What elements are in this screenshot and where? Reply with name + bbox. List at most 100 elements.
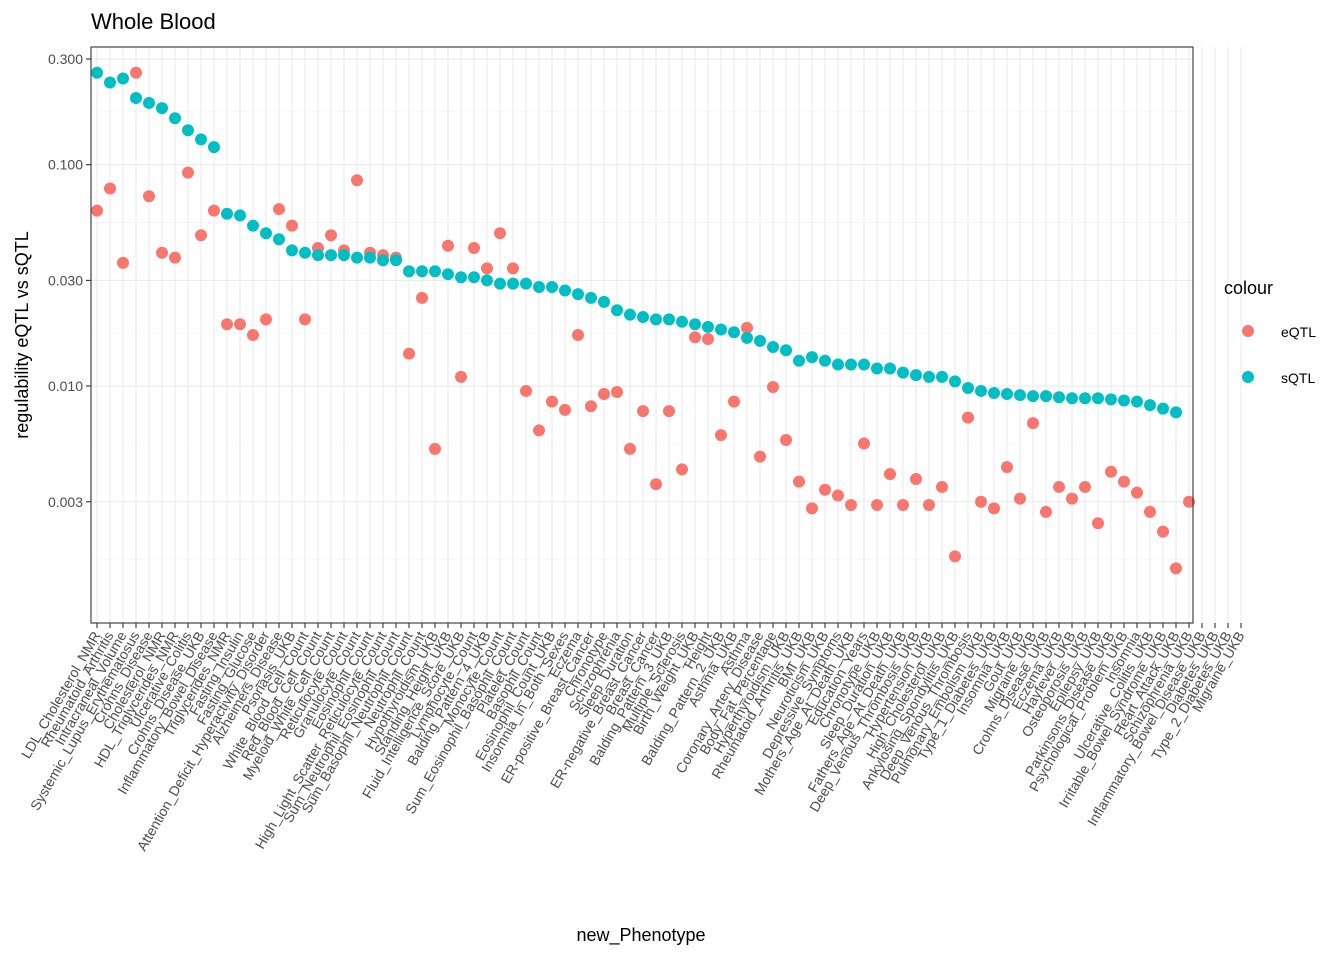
minor-gridlines [91, 111, 1193, 560]
eqtl-point [247, 329, 259, 341]
sqtl-point [1014, 389, 1026, 402]
eqtl-point [1170, 562, 1182, 575]
eqtl-point [273, 203, 285, 216]
eqtl-point [1157, 525, 1169, 538]
sqtl-point [650, 313, 662, 326]
eqtl-point [507, 262, 519, 275]
eqtl-point [130, 66, 142, 79]
sqtl-points [91, 66, 1182, 419]
eqtl-point [923, 499, 935, 512]
eqtl-point [494, 227, 506, 240]
sqtl-point [156, 102, 168, 115]
sqtl-point [273, 233, 285, 246]
sqtl-point [494, 277, 506, 290]
sqtl-point [676, 315, 688, 328]
eqtl-point [1040, 505, 1052, 518]
sqtl-point [715, 323, 727, 336]
sqtl-point [559, 284, 571, 297]
sqtl-point [780, 344, 792, 357]
eqtl-point [156, 246, 168, 259]
sqtl-point [663, 313, 675, 326]
eqtl-point [481, 262, 493, 275]
eqtl-point [117, 256, 129, 269]
eqtl-point [715, 429, 727, 442]
eqtl-point [520, 384, 532, 397]
sqtl-point [234, 209, 246, 222]
sqtl-point [572, 288, 584, 301]
eqtl-point [663, 405, 675, 418]
eqtl-point [468, 242, 480, 255]
sqtl-point [611, 304, 623, 317]
eqtl-point [572, 329, 584, 341]
y-tick-label: 0.010 [48, 378, 83, 394]
sqtl-point [754, 334, 766, 347]
sqtl-point [377, 254, 389, 267]
sqtl-point [507, 277, 519, 290]
eqtl-point [442, 239, 454, 252]
eqtl-point [637, 405, 649, 418]
sqtl-point [312, 249, 324, 262]
eqtl-point [754, 450, 766, 463]
eqtl-point [1053, 480, 1065, 493]
sqtl-point [793, 354, 805, 367]
eqtl-point [728, 395, 740, 408]
sqtl-point [468, 271, 480, 284]
sqtl-point [741, 331, 753, 344]
sqtl-point [910, 369, 922, 382]
sqtl-point [884, 362, 896, 375]
eqtl-point [429, 442, 441, 455]
sqtl-point [416, 265, 428, 278]
eqtl-point [1079, 480, 1091, 493]
eqtl-point [221, 318, 233, 331]
sqtl-point [689, 318, 701, 331]
eqtl-point [546, 395, 558, 408]
sqtl-point [962, 381, 974, 394]
sqtl-point [585, 291, 597, 304]
sqtl-point [897, 366, 909, 379]
eqtl-point [1001, 461, 1013, 474]
eqtl-point [767, 380, 779, 393]
sqtl-point [1118, 394, 1130, 407]
eqtl-point [793, 475, 805, 488]
eqtl-point [1092, 517, 1104, 530]
eqtl-point [559, 403, 571, 416]
eqtl-point [351, 174, 363, 187]
eqtl-point [962, 411, 974, 424]
sqtl-point [91, 66, 103, 79]
y-axis: 0.003 0.010 0.030 0.100 0.300 [48, 51, 91, 510]
sqtl-point [858, 358, 870, 371]
eqtl-point [624, 442, 636, 455]
sqtl-point [702, 320, 714, 333]
sqtl-point [819, 354, 831, 367]
eqtl-point [819, 483, 831, 496]
sqtl-point [949, 375, 961, 388]
sqtl-point [481, 274, 493, 287]
sqtl-point [520, 277, 532, 290]
y-tick-label: 0.300 [48, 51, 83, 67]
sqtl-point [936, 370, 948, 383]
eqtl-point [1014, 492, 1026, 505]
sqtl-point [871, 362, 883, 375]
plot-panel [90, 46, 1242, 624]
legend-key-eqtl [1242, 325, 1254, 337]
sqtl-point [325, 249, 337, 262]
sqtl-point [1144, 399, 1156, 412]
sqtl-point [182, 124, 194, 137]
eqtl-point [585, 400, 597, 413]
sqtl-point [845, 358, 857, 371]
sqtl-point [247, 219, 259, 232]
sqtl-point [923, 370, 935, 383]
eqtl-point [143, 190, 155, 203]
eqtl-point [299, 313, 311, 326]
sqtl-point [1040, 390, 1052, 403]
sqtl-point [1092, 392, 1104, 405]
eqtl-point [1027, 417, 1039, 430]
eqtl-point [741, 321, 753, 334]
eqtl-point [897, 499, 909, 512]
eqtl-point [403, 347, 415, 360]
sqtl-point [299, 246, 311, 259]
eqtl-point [988, 502, 1000, 515]
sqtl-point [260, 227, 272, 240]
eqtl-point [936, 480, 948, 493]
